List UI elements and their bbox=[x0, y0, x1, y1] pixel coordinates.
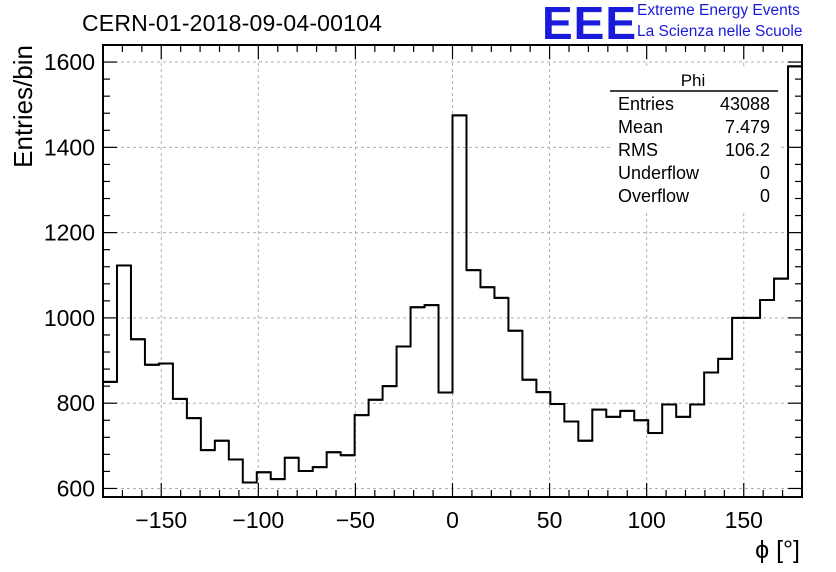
stats-row-label: Entries bbox=[618, 94, 674, 114]
x-tick-label: −100 bbox=[232, 507, 284, 533]
x-tick-label: 0 bbox=[446, 507, 459, 533]
stats-row-label: RMS bbox=[618, 140, 658, 160]
stats-row-label: Underflow bbox=[618, 163, 700, 183]
x-tick-label: 50 bbox=[537, 507, 563, 533]
stats-row-value: 0 bbox=[760, 186, 770, 206]
y-tick-label: 1200 bbox=[44, 220, 95, 246]
stats-row-label: Mean bbox=[618, 117, 663, 137]
x-axis-label: ϕ [°] bbox=[755, 536, 800, 564]
y-tick-label: 800 bbox=[57, 390, 95, 416]
histogram-outline bbox=[103, 65, 802, 484]
stats-row-value: 7.479 bbox=[725, 117, 770, 137]
y-tick-label: 600 bbox=[57, 475, 95, 501]
y-tick-label: 1000 bbox=[44, 305, 95, 331]
stats-row-value: 43088 bbox=[720, 94, 770, 114]
run-title: CERN-01-2018-09-04-00104 bbox=[82, 10, 383, 36]
stats-title: Phi bbox=[681, 71, 706, 90]
x-tick-label: −50 bbox=[336, 507, 375, 533]
eee-logo-line1: Extreme Energy Events bbox=[637, 2, 800, 19]
x-tick-label: −150 bbox=[135, 507, 187, 533]
y-axis-label: Entries/bin bbox=[8, 45, 38, 168]
stats-row-label: Overflow bbox=[618, 186, 690, 206]
stats-row-value: 106.2 bbox=[725, 140, 770, 160]
eee-logo: EEE bbox=[542, 0, 638, 49]
stats-row-value: 0 bbox=[760, 163, 770, 183]
y-tick-label: 1600 bbox=[44, 49, 95, 75]
x-tick-label: 150 bbox=[725, 507, 763, 533]
y-tick-label: 1400 bbox=[44, 134, 95, 160]
eee-logo-line2: La Scienza nelle Scuole bbox=[637, 23, 803, 40]
x-tick-label: 100 bbox=[627, 507, 665, 533]
